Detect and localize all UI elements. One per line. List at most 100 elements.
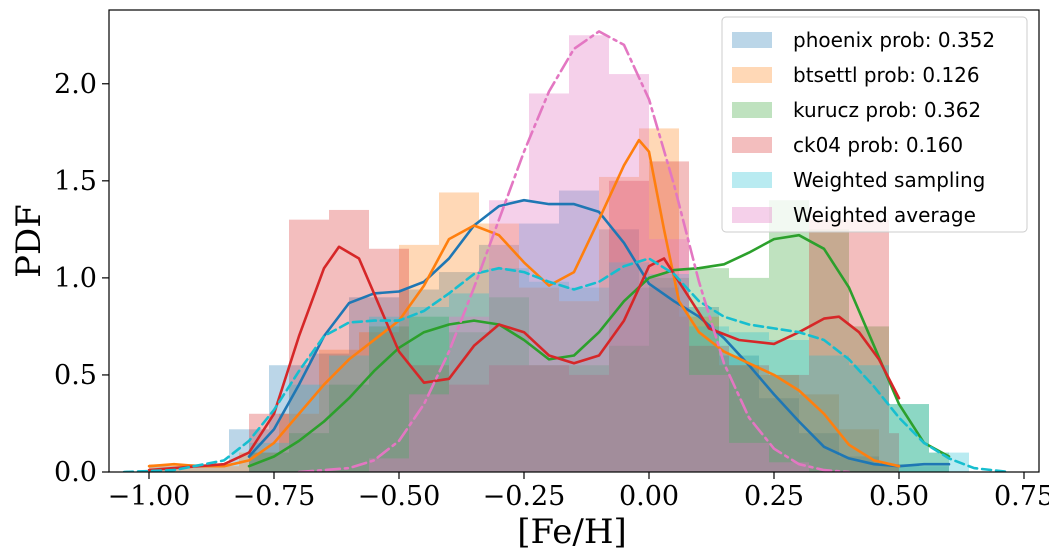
x-tick-label: 0.25 xyxy=(744,481,804,512)
hist-bar-weighted_average-7 xyxy=(649,239,689,472)
hist-bar-kurucz-0 xyxy=(249,452,289,472)
hist-bar-weighted_sampling-12 xyxy=(729,332,769,472)
x-tick-label: 0.50 xyxy=(869,481,929,512)
hist-bar-ck04-8 xyxy=(569,374,609,472)
hist-bar-btsettl-18 xyxy=(879,464,899,472)
hist-bar-btsettl-8 xyxy=(479,223,519,472)
hist-bar-phoenix-13 xyxy=(679,307,719,472)
kde-layer xyxy=(122,30,1011,472)
hist-bar-kurucz-7 xyxy=(529,365,569,472)
hist-bar-weighted_average-3 xyxy=(489,200,529,472)
legend-swatch-phoenix xyxy=(732,32,772,48)
hist-bar-ck04-6 xyxy=(489,365,529,472)
hist-bar-kurucz-1 xyxy=(289,433,329,472)
hist-bar-phoenix-4 xyxy=(309,353,349,472)
hist-bar-phoenix-19 xyxy=(919,466,949,472)
hist-bar-kurucz-17 xyxy=(929,452,949,472)
hist-bar-weighted_sampling-4 xyxy=(409,307,449,472)
hist-bar-kurucz-10 xyxy=(649,277,689,472)
hist-bar-btsettl-7 xyxy=(439,192,479,472)
hist-bar-weighted_sampling-6 xyxy=(489,268,529,472)
hist-ck04 xyxy=(249,161,899,472)
hist-bar-ck04-7 xyxy=(529,365,569,472)
x-tick-label: −1.00 xyxy=(108,481,191,512)
hist-bar-ck04-11 xyxy=(689,345,729,472)
legend-label-weighted_sampling: Weighted sampling xyxy=(793,168,985,192)
legend-swatch-ck04 xyxy=(732,137,772,153)
hist-bar-btsettl-15 xyxy=(759,374,799,472)
hist-bar-weighted_average-8 xyxy=(689,374,729,472)
hist-bar-kurucz-8 xyxy=(569,365,609,472)
hist-bar-phoenix-18 xyxy=(879,464,919,472)
hist-bar-weighted_sampling-3 xyxy=(369,316,409,472)
y-axis: 0.0 0.5 1.0 1.5 2.0 xyxy=(54,69,109,488)
hist-bar-ck04-9 xyxy=(609,180,649,472)
hist-bar-weighted_sampling-13 xyxy=(769,340,809,472)
plot-frame xyxy=(108,9,1040,473)
hist-bar-phoenix-14 xyxy=(719,355,759,472)
legend-swatch-btsettl xyxy=(732,67,772,83)
y-tick-label: 1.5 xyxy=(54,166,97,197)
hist-bar-weighted_average-5 xyxy=(569,35,609,472)
hist-bar-weighted_sampling-14 xyxy=(809,355,849,472)
y-tick-label: 2.0 xyxy=(54,69,97,100)
hist-bar-weighted_average-9 xyxy=(729,442,769,472)
legend-swatch-kurucz xyxy=(732,102,772,118)
hist-bar-weighted_average-2 xyxy=(449,316,489,472)
hist-bar-ck04-14 xyxy=(809,219,849,472)
hist-bar-weighted_sampling-8 xyxy=(569,287,609,472)
kde-line-weighted_average xyxy=(297,30,851,472)
hist-bar-phoenix-10 xyxy=(559,190,599,472)
y-tick-label: 1.0 xyxy=(54,263,97,294)
x-axis-label: [Fe/H] xyxy=(517,512,627,552)
x-tick-label: −0.25 xyxy=(483,481,566,512)
legend-label-phoenix: phoenix prob: 0.352 xyxy=(793,28,995,52)
x-tick-label: −0.75 xyxy=(233,481,316,512)
y-axis-label: PDF xyxy=(9,204,49,278)
hist-bar-weighted_average-0 xyxy=(369,458,409,472)
hist-bar-weighted_sampling-17 xyxy=(929,452,969,472)
y-tick-label: 0.0 xyxy=(54,457,97,488)
hist-bar-phoenix-7 xyxy=(439,272,479,472)
hist-kurucz xyxy=(249,200,949,472)
kde-line-ck04 xyxy=(147,245,901,472)
legend-label-btsettl: btsettl prob: 0.126 xyxy=(793,63,980,87)
x-tick-label: 0.00 xyxy=(619,481,679,512)
hist-bar-kurucz-11 xyxy=(689,268,729,472)
hist-bar-weighted_sampling-2 xyxy=(329,355,369,472)
hist-bar-kurucz-14 xyxy=(809,229,849,472)
hist-bar-kurucz-12 xyxy=(729,277,769,472)
hist-bar-phoenix-8 xyxy=(479,244,519,472)
kde-line-phoenix xyxy=(247,198,951,468)
x-tick-label: 0.75 xyxy=(994,481,1049,512)
legend-label-weighted_average: Weighted average xyxy=(793,203,976,227)
hist-bar-kurucz-9 xyxy=(609,345,649,472)
legend-label-ck04: ck04 prob: 0.160 xyxy=(793,133,963,157)
histogram-layer xyxy=(149,35,969,472)
hist-bar-btsettl-3 xyxy=(279,413,319,472)
hist-bar-btsettl-9 xyxy=(519,287,559,472)
kde-line-kurucz xyxy=(247,233,951,468)
kde-line-weighted_sampling xyxy=(122,257,1011,472)
hist-bar-btsettl-10 xyxy=(559,301,599,472)
hist-bar-weighted_sampling-7 xyxy=(529,281,569,472)
legend: phoenix prob: 0.352 btsettl prob: 0.126 ku… xyxy=(721,16,1028,233)
hist-bar-weighted_sampling-1 xyxy=(289,384,329,472)
hist-bar-phoenix-12 xyxy=(639,287,679,472)
hist-bar-phoenix-1 xyxy=(189,464,229,472)
legend-box xyxy=(721,16,1028,233)
hist-bar-kurucz-5 xyxy=(449,332,489,472)
hist-bar-ck04-16 xyxy=(889,433,899,472)
hist-bar-ck04-5 xyxy=(449,384,489,472)
x-axis: −1.00 −0.75 −0.50 −0.25 0.00 0.25 0.50 0.75 xyxy=(108,472,1049,512)
hist-bar-btsettl-14 xyxy=(719,365,759,472)
hist-btsettl xyxy=(149,128,899,472)
hist-bar-btsettl-1 xyxy=(199,466,239,472)
hist-bar-weighted_average-1 xyxy=(409,394,449,472)
hist-bar-weighted_average-10 xyxy=(769,462,809,472)
legend-swatch-weighted_sampling xyxy=(732,172,772,188)
legend-swatch-weighted_average xyxy=(732,207,772,223)
hist-bar-btsettl-16 xyxy=(799,394,839,472)
y-tick-label: 0.5 xyxy=(54,360,97,391)
